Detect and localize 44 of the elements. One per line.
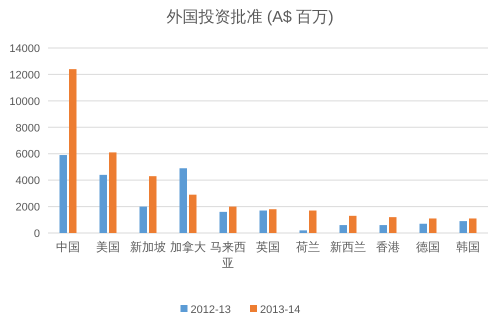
y-tick-label: 2000 [16, 202, 40, 214]
y-tick-label: 0 [34, 228, 40, 240]
x-tick-label: 英国 [256, 240, 280, 254]
y-tick-label: 4000 [16, 175, 40, 188]
bar [349, 216, 356, 233]
bar [300, 230, 307, 233]
y-tick-label: 12000 [9, 69, 40, 82]
x-tick-label: 德国 [416, 240, 440, 254]
legend-label: 2012-13 [190, 304, 231, 316]
bar [269, 209, 276, 233]
bar [100, 174, 107, 233]
bar [260, 210, 267, 233]
legend-label: 2013-14 [260, 304, 300, 316]
bar [420, 224, 427, 233]
bar [469, 218, 476, 233]
bar [309, 210, 316, 233]
y-tick-label: 8000 [16, 122, 40, 134]
bar [60, 155, 67, 233]
bar [69, 69, 76, 233]
bar [140, 206, 147, 233]
bar [189, 194, 196, 233]
bar [460, 221, 467, 233]
bar [340, 225, 347, 233]
x-tick-label: 马来西亚 [210, 240, 246, 270]
bar [429, 218, 436, 233]
x-tick-label: 新西兰 [330, 240, 366, 254]
x-tick-label: 中国 [56, 240, 80, 254]
y-tick-label: 10000 [9, 96, 40, 108]
x-tick-label: 香港 [376, 240, 400, 254]
bar [149, 176, 156, 233]
x-tick-label: 荷兰 [296, 240, 320, 254]
bar [229, 206, 236, 233]
x-tick-label: 韩国 [456, 240, 480, 254]
y-tick-label: 14000 [9, 43, 40, 55]
y-tick-label: 6000 [16, 148, 40, 161]
x-tick-label: 美国 [96, 240, 120, 254]
bar [109, 152, 116, 233]
chart-title: 外国投资批准 (A$ 百万) [166, 8, 334, 26]
bar [180, 168, 187, 233]
x-tick-label: 加拿大 [170, 240, 206, 254]
bar [380, 225, 387, 233]
bar [220, 212, 227, 233]
x-tick-label: 新加坡 [130, 240, 166, 254]
bar [389, 217, 396, 233]
